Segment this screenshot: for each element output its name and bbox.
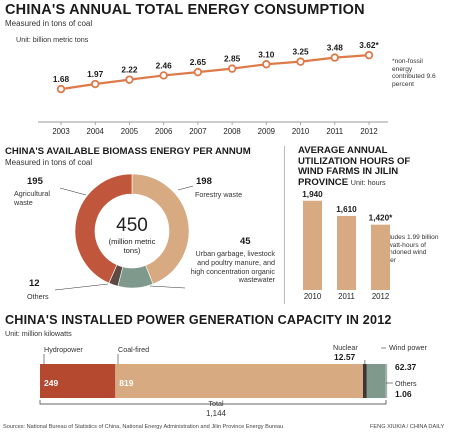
wind-x-tick-2010: 2010 — [304, 292, 322, 301]
wind-value-label-2010: 1,940 — [302, 190, 323, 199]
wind-value-label-2011: 1,610 — [336, 205, 357, 214]
line-point-2011 — [330, 53, 339, 62]
biomass-chart-subtitle: Measured in tons of coal — [5, 158, 93, 167]
line-value-label-2011: 3.48 — [327, 43, 344, 53]
line-point-2008 — [227, 64, 237, 73]
wind-title-line-4: PROVINCE Unit: hours — [298, 176, 410, 189]
line-x-tick-2007: 2007 — [189, 127, 206, 136]
slice-label-forestry-value: 198 — [196, 176, 212, 187]
segment-name-nuclear: Nuclear — [333, 343, 358, 352]
slice-label-others-value: 12 — [29, 278, 40, 289]
capacity-segment-wind — [366, 364, 386, 398]
wind-value-label-2012: 1,420* — [369, 214, 393, 223]
leader-others — [54, 283, 109, 291]
line-chart: 1.68 2003 1.97 2004 2.22 2005 2.46 2006 2.65 2007… — [38, 40, 388, 136]
line-x-tick-2005: 2005 — [121, 127, 139, 136]
biomass-total-unit: (million metric tons) — [108, 237, 156, 255]
wind-x-tick-2011: 2011 — [338, 292, 355, 301]
capacity-segment-others — [385, 364, 388, 398]
line-value-label-2005: 2.22 — [121, 65, 138, 75]
capacity-segment-nuclear — [363, 364, 367, 398]
line-point-2003 — [56, 84, 66, 94]
line-x-tick-2011: 2011 — [326, 127, 343, 136]
wind-bar-2010 — [303, 200, 322, 290]
slice-label-urban-name: Urban garbage, livestock and poultry man… — [190, 249, 275, 285]
segment-value-wind: 62.37 — [395, 362, 417, 372]
segment-name-hydropower: Hydropower — [44, 345, 83, 354]
leader-agricultural — [59, 187, 87, 196]
leader-forestry — [177, 185, 194, 191]
slice-label-urban-value: 45 — [240, 236, 251, 247]
wind-title-line-2: UTILIZATION HOURS OF — [298, 155, 411, 167]
segment-name-others: Others — [395, 379, 417, 388]
line-point-2007 — [193, 67, 203, 77]
wind-title-line-4-text: PROVINCE — [298, 176, 349, 188]
segment-value-hydropower: 249 — [44, 378, 58, 388]
segment-value-coal: 819 — [119, 378, 133, 388]
slice-label-agricultural-value: 195 — [27, 176, 43, 187]
wind-chart-unit: Unit: hours — [350, 177, 386, 187]
line-value-label-2006: 2.46 — [156, 60, 173, 70]
line-chart-unit: Unit: billion metric tons — [16, 35, 89, 44]
line-x-tick-2006: 2006 — [155, 127, 172, 136]
line-chart-title: CHINA'S ANNUAL TOTAL ENERGY CONSUMPTION — [5, 2, 365, 18]
wind-bar-2011 — [337, 215, 356, 290]
capacity-chart-title: CHINA'S INSTALLED POWER GENERATION CAPAC… — [5, 313, 392, 327]
wind-bar-2012 — [371, 224, 390, 290]
line-point-2004 — [91, 79, 100, 89]
biomass-total-value: 450 — [116, 215, 148, 236]
slice-label-agricultural-name: Agricultural waste — [14, 189, 50, 207]
wind-x-tick-2012: 2012 — [372, 292, 389, 301]
line-value-label-2003: 1.68 — [53, 74, 70, 84]
segment-name-coal: Coal-fired — [118, 345, 150, 354]
line-x-tick-2009: 2009 — [258, 127, 275, 136]
wind-chart-title: AVERAGE ANNUAL UTILIZATION HOURS OF WIND… — [298, 145, 411, 189]
credit-footer: FENG XIUKIA / CHINA DAILY — [370, 424, 445, 430]
capacity-segment-hydropower — [40, 364, 116, 398]
line-x-tick-2003: 2003 — [52, 127, 69, 136]
sources-footer: Sources: National Bureau of Statistics o… — [3, 424, 284, 430]
line-point-2005 — [125, 75, 134, 84]
line-point-2006 — [159, 71, 168, 80]
line-value-label-2004: 1.97 — [87, 69, 104, 79]
capacity-chart-unit: Unit: million kilowatts — [5, 329, 72, 338]
capacity-total-label: Total — [208, 399, 224, 408]
line-value-label-2010: 3.25 — [292, 47, 309, 57]
line-x-tick-2012: 2012 — [360, 127, 377, 136]
line-value-label-2007: 2.65 — [190, 57, 207, 67]
wind-title-line-1: AVERAGE ANNUAL — [298, 145, 388, 156]
total-bracket — [39, 400, 387, 405]
line-value-label-2009: 3.10 — [258, 49, 275, 59]
line-x-tick-2008: 2008 — [223, 127, 240, 136]
section-divider — [284, 146, 285, 304]
line-x-tick-2004: 2004 — [87, 127, 105, 136]
biomass-chart-title: CHINA'S AVAILABLE BIOMASS ENERGY PER ANN… — [5, 146, 251, 157]
segment-name-wind: Wind power — [389, 343, 427, 352]
segment-value-others: 1.06 — [395, 389, 412, 399]
capacity-segment-coal — [115, 364, 364, 398]
line-point-2012 — [364, 50, 374, 60]
slice-label-forestry-name: Forestry waste — [195, 190, 243, 199]
wind-title-line-3: WIND FARMS IN JILIN — [298, 166, 399, 177]
line-chart-footnote: *non-fossil energy contributed 9.6 perce… — [392, 58, 436, 88]
slice-label-others-name: Others — [27, 292, 49, 301]
donut-hole — [95, 194, 169, 268]
line-point-2009 — [262, 60, 271, 69]
segment-value-nuclear: 12.57 — [334, 352, 356, 362]
line-x-tick-2010: 2010 — [292, 127, 310, 136]
line-point-2010 — [296, 57, 305, 66]
line-chart-subtitle: Measured in tons of coal — [5, 19, 93, 28]
line-chart-series — [60, 54, 370, 91]
line-value-label-2008: 2.85 — [224, 54, 241, 64]
capacity-total-value: 1,144 — [205, 409, 227, 418]
line-value-label-2012: 3.62* — [359, 40, 379, 50]
leader-urban — [149, 285, 186, 289]
